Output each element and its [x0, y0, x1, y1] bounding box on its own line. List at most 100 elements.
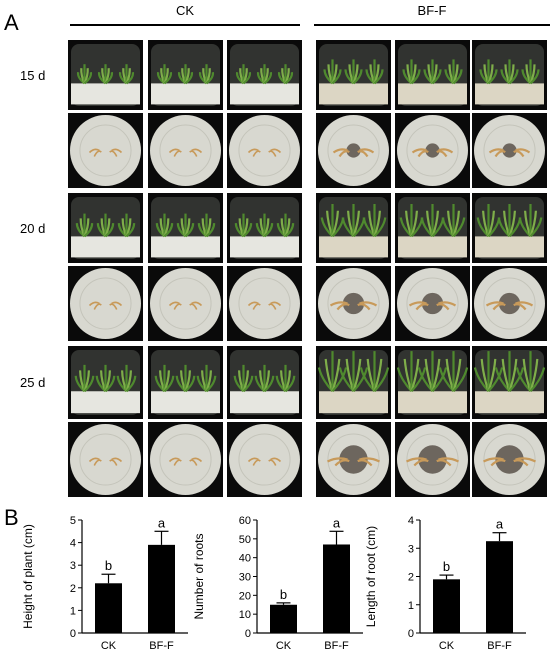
- photo-tile: [148, 346, 223, 419]
- y-tick-label: 20: [239, 590, 251, 602]
- photo-tile: [395, 40, 470, 110]
- jar-rim: [238, 124, 291, 177]
- photo-tile: [395, 266, 470, 341]
- photo-tile: [148, 266, 223, 341]
- significance-letter: b: [443, 559, 450, 574]
- plant-leaves: [95, 364, 116, 393]
- panel-b-letter: B: [4, 505, 19, 530]
- photo-tile: [316, 266, 391, 341]
- agar-medium: [71, 391, 140, 414]
- jar-bottom: [150, 115, 221, 186]
- y-tick-label: 60: [239, 515, 251, 527]
- bar: [433, 579, 460, 633]
- plant-leaves: [494, 351, 525, 392]
- plant-leaves: [359, 351, 390, 392]
- photo-tile: [68, 422, 143, 497]
- jar-rim: [79, 433, 132, 486]
- plant-leaves: [441, 204, 466, 238]
- agar-medium: [319, 83, 388, 105]
- plant-leaves: [338, 351, 369, 392]
- photo-tile: [395, 346, 470, 419]
- photo-tile: [395, 422, 470, 497]
- plant-leaves: [277, 64, 294, 85]
- x-category-label: BF-F: [487, 640, 512, 652]
- root-mass: [502, 143, 517, 158]
- agar-medium: [71, 83, 140, 105]
- photo-tile: [227, 266, 302, 341]
- photo-tile: [472, 346, 547, 419]
- panel-a-letter: A: [4, 10, 19, 35]
- jar-rim: [159, 124, 212, 177]
- plant-leaves: [423, 59, 442, 85]
- jar-rim: [327, 433, 380, 486]
- roots: [332, 148, 375, 158]
- roots: [88, 301, 123, 310]
- agar-medium: [230, 236, 299, 258]
- plant-leaves: [276, 213, 295, 238]
- plant-leaves: [118, 64, 135, 85]
- significance-letter: a: [158, 515, 166, 530]
- plant-leaves: [396, 351, 427, 392]
- agar-medium: [230, 391, 299, 414]
- jar-rim: [327, 124, 380, 177]
- plant-leaves: [438, 351, 469, 392]
- jar-bottom: [150, 424, 221, 495]
- root-mass: [418, 445, 447, 474]
- plant-leaves: [365, 59, 384, 85]
- bar: [148, 544, 175, 633]
- y-tick-label: 4: [70, 538, 76, 550]
- y-tick-label: 0: [245, 628, 251, 640]
- agar-medium: [71, 236, 140, 258]
- group-label-ck: CK: [176, 3, 194, 18]
- jar-rim: [483, 433, 536, 486]
- root-mass: [498, 292, 521, 315]
- y-tick-label: 1: [70, 605, 76, 617]
- photo-grid: [68, 40, 547, 497]
- roots: [247, 457, 282, 466]
- photo-tile: [395, 193, 470, 263]
- jar-bottom: [229, 268, 300, 339]
- jar-rim: [79, 124, 132, 177]
- roots: [488, 148, 531, 158]
- bar: [270, 604, 297, 633]
- photo-tile: [148, 193, 223, 263]
- plant-leaves: [117, 213, 136, 238]
- agar-medium: [475, 83, 544, 105]
- bar-chart-height-of-plant: 0 1 2 3 4 5 Height of plant (cm) b CK a BF-F: [21, 515, 188, 652]
- y-tick-label: 2: [70, 583, 76, 595]
- agar-medium: [475, 236, 544, 258]
- roots: [411, 148, 454, 158]
- plant-leaves: [154, 364, 175, 393]
- agar-medium: [475, 391, 544, 414]
- group-label-bff: BF-F: [418, 3, 447, 18]
- roots: [408, 301, 457, 311]
- photo-tile: [316, 346, 391, 419]
- plant-leaves: [518, 204, 543, 238]
- agar-medium: [319, 236, 388, 258]
- photo-tile: [68, 40, 143, 110]
- jar-rim: [159, 277, 212, 330]
- plant-leaves: [76, 64, 93, 85]
- bar-chart-number-of-roots: 0 10 20 30 40 50 60 Number of roots b CK a BF-F: [192, 515, 363, 652]
- agar-medium: [398, 236, 467, 258]
- root-mass: [342, 292, 365, 315]
- plant-leaves: [497, 204, 522, 238]
- jar-rim: [238, 433, 291, 486]
- jar-rim: [483, 124, 536, 177]
- bar: [486, 541, 513, 633]
- plant-leaves: [521, 59, 540, 85]
- plant-leaves: [479, 59, 498, 85]
- y-tick-label: 40: [239, 553, 251, 565]
- root-mass: [339, 445, 368, 474]
- photo-tile: [68, 113, 143, 188]
- timepoint-label-15d: 15 d: [20, 68, 45, 83]
- plant-leaves: [362, 204, 387, 238]
- roots: [88, 148, 123, 157]
- photo-tile: [227, 193, 302, 263]
- jar-rim: [79, 277, 132, 330]
- plant-leaves: [176, 213, 195, 238]
- photo-tile: [472, 113, 547, 188]
- y-tick-label: 5: [70, 515, 76, 527]
- plant-leaves: [155, 213, 174, 238]
- plant-leaves: [444, 59, 463, 85]
